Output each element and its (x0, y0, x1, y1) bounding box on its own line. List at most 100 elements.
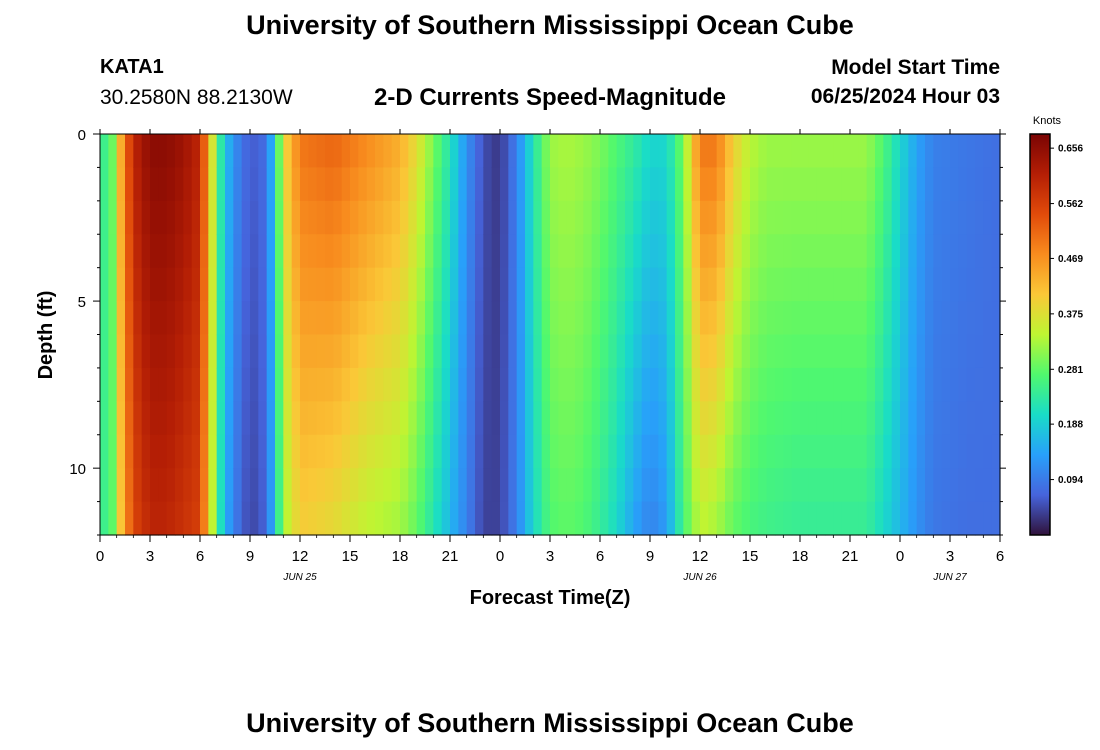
heatmap-cell (441, 468, 451, 503)
heatmap-cell (808, 167, 818, 202)
heatmap-cell (666, 401, 676, 436)
heatmap-cell (191, 301, 201, 336)
heatmap-cell (425, 200, 434, 235)
heatmap-cell (783, 468, 793, 503)
heatmap-cell (991, 167, 1001, 202)
heatmap-cell (866, 301, 876, 336)
heatmap-cell (566, 134, 576, 169)
heatmap-cell (133, 434, 143, 469)
heatmap-cell (825, 501, 834, 536)
heatmap-cell (641, 167, 651, 202)
heatmap-cell (850, 501, 859, 536)
heatmap-cell (200, 334, 209, 369)
heatmap-cell (725, 134, 734, 169)
heatmap-cell (750, 401, 759, 436)
heatmap-cell (558, 234, 568, 269)
heatmap-cell (625, 200, 634, 235)
heatmap-cell (866, 501, 876, 536)
heatmap-cell (100, 200, 109, 235)
footer-title: University of Southern Mississippi Ocean… (246, 708, 854, 738)
heatmap-cell (708, 167, 718, 202)
heatmap-cell (766, 234, 776, 269)
heatmap-cell (791, 301, 801, 336)
heatmap-cell (558, 367, 568, 402)
heatmap-cell (283, 367, 293, 402)
heatmap-cell (216, 434, 226, 469)
heatmap-cell (808, 468, 818, 503)
heatmap-cell (466, 468, 476, 503)
heatmap-cell (416, 267, 426, 302)
heatmap-cell (908, 134, 918, 169)
heatmap-cell (375, 367, 384, 402)
heatmap-cell (300, 501, 309, 536)
heatmap-cell (466, 134, 476, 169)
heatmap-cell (941, 334, 951, 369)
heatmap-cell (183, 167, 193, 202)
heatmap-cell (316, 167, 326, 202)
heatmap-cell (775, 134, 784, 169)
heatmap-cell (525, 267, 534, 302)
x-tick-label: 21 (442, 548, 459, 565)
heatmap-cell (108, 267, 118, 302)
heatmap-cell (416, 134, 426, 169)
heatmap-cell (650, 200, 659, 235)
heatmap-cell (725, 367, 734, 402)
heatmap-cell (975, 134, 984, 169)
heatmap-cell (925, 167, 934, 202)
heatmap-cell (591, 234, 601, 269)
heatmap-cell (950, 334, 959, 369)
heatmap-cell (675, 468, 684, 503)
heatmap-cell (391, 434, 401, 469)
heatmap-cell (308, 367, 318, 402)
heatmap-cell (841, 501, 851, 536)
heatmap-cell (208, 334, 218, 369)
heatmap-cell (758, 401, 768, 436)
heatmap-cell (525, 301, 534, 336)
heatmap-cell (733, 401, 743, 436)
heatmap-cell (325, 401, 334, 436)
heatmap-cell (800, 434, 809, 469)
heatmap-cell (191, 501, 201, 536)
heatmap-cell (691, 167, 701, 202)
heatmap-cell (325, 367, 334, 402)
heatmap-cell (508, 267, 518, 302)
heatmap-cell (833, 234, 843, 269)
heatmap-cell (700, 334, 709, 369)
heatmap-cell (183, 367, 193, 402)
heatmap-cell (266, 501, 276, 536)
heatmap-cell (666, 234, 676, 269)
heatmap-cell (200, 301, 209, 336)
heatmap-cell (258, 301, 268, 336)
heatmap-cell (591, 167, 601, 202)
heatmap-cell (700, 501, 709, 536)
heatmap-cell (208, 134, 218, 169)
heatmap-cell (675, 367, 684, 402)
heatmap-cell (775, 501, 784, 536)
heatmap-cell (241, 501, 251, 536)
heatmap-cell (925, 334, 934, 369)
x-tick-label: 9 (646, 548, 654, 565)
heatmap-cell (158, 234, 168, 269)
heatmap-cell (508, 401, 518, 436)
heatmap-cell (691, 301, 701, 336)
heatmap-cell (291, 167, 301, 202)
heatmap-cell (283, 401, 293, 436)
y-tick-label: 0 (78, 127, 86, 144)
heatmap-cell (700, 468, 709, 503)
heatmap-cell (725, 468, 734, 503)
heatmap-cell (766, 267, 776, 302)
heatmap-cell (716, 468, 726, 503)
heatmap-cell (883, 334, 893, 369)
heatmap-cell (500, 367, 509, 402)
heatmap-cell (716, 267, 726, 302)
heatmap-cell (208, 200, 218, 235)
heatmap-cell (266, 401, 276, 436)
heatmap-cell (200, 167, 209, 202)
heatmap-cell (141, 267, 151, 302)
heatmap-cell (766, 301, 776, 336)
heatmap-cell (316, 234, 326, 269)
heatmap-cell (408, 468, 418, 503)
heatmap-cell (916, 367, 926, 402)
heatmap-cell (858, 301, 868, 336)
heatmap-cell (800, 468, 809, 503)
